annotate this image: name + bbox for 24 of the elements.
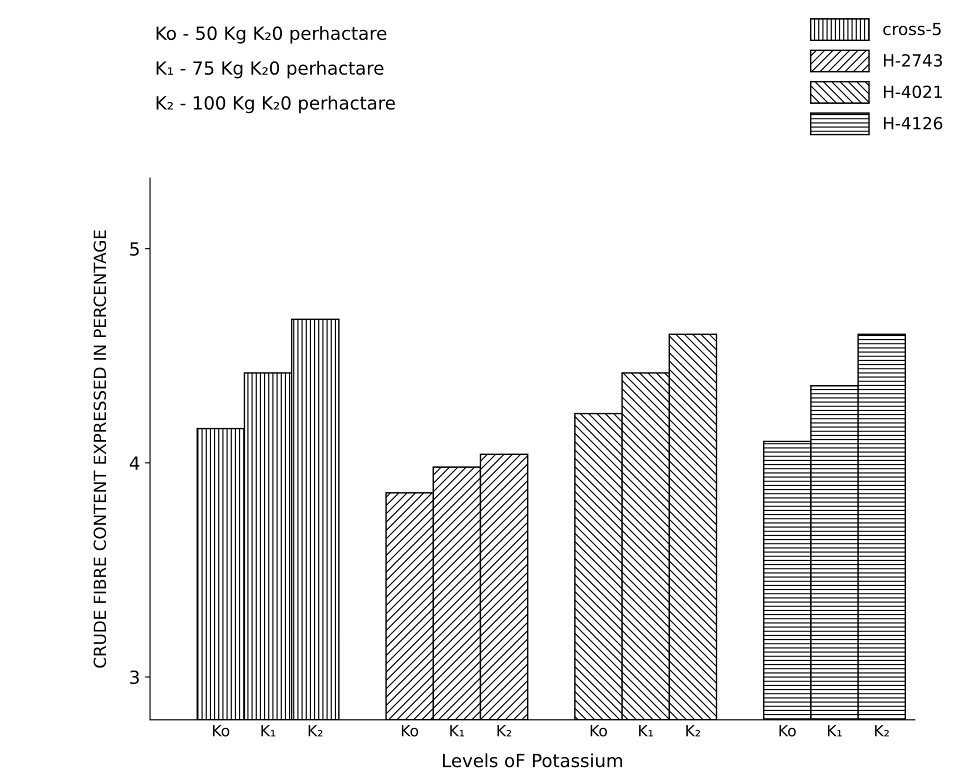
legend-label: H-4126 — [884, 116, 942, 130]
x-axis-title: Levels oF Potassium — [443, 753, 622, 768]
x-tick-label: K₂ — [686, 725, 700, 736]
x-tick-label: Ko — [780, 725, 796, 737]
x-tick-label: K₂ — [308, 725, 322, 736]
x-tick-label: Ko — [213, 725, 230, 737]
x-tick-label: Ko — [402, 725, 418, 737]
x-tick-label: K₁ — [828, 725, 842, 736]
x-tick-label: Ko — [590, 725, 607, 737]
x-tick-label: K₂ — [498, 725, 512, 736]
y-tick-label: 4 — [130, 456, 140, 470]
y-axis-title: CRUDE FIBRE CONTENT EXPRESSED IN PERCENTAGE — [94, 230, 106, 668]
legend-label: H-4021 — [884, 86, 942, 98]
text: Ko - 50 Kg K₂0 perhactare — [156, 26, 386, 44]
x-tick-label: K₂ — [875, 725, 889, 736]
x-tick-label: K₁ — [450, 725, 464, 736]
x-tick-label: K₁ — [639, 725, 653, 736]
y-tick-label: 3 — [130, 670, 139, 684]
y-tick-label: 5 — [130, 242, 139, 256]
text: K₂ - 100 Kg K₂0 perhactare — [156, 96, 395, 114]
text: K₁ - 75 Kg K₂0 perhactare — [156, 60, 384, 78]
x-tick-label: K₁ — [261, 725, 276, 736]
legend-label: H-2743 — [884, 54, 942, 67]
legend-label: cross-5 — [883, 22, 941, 36]
